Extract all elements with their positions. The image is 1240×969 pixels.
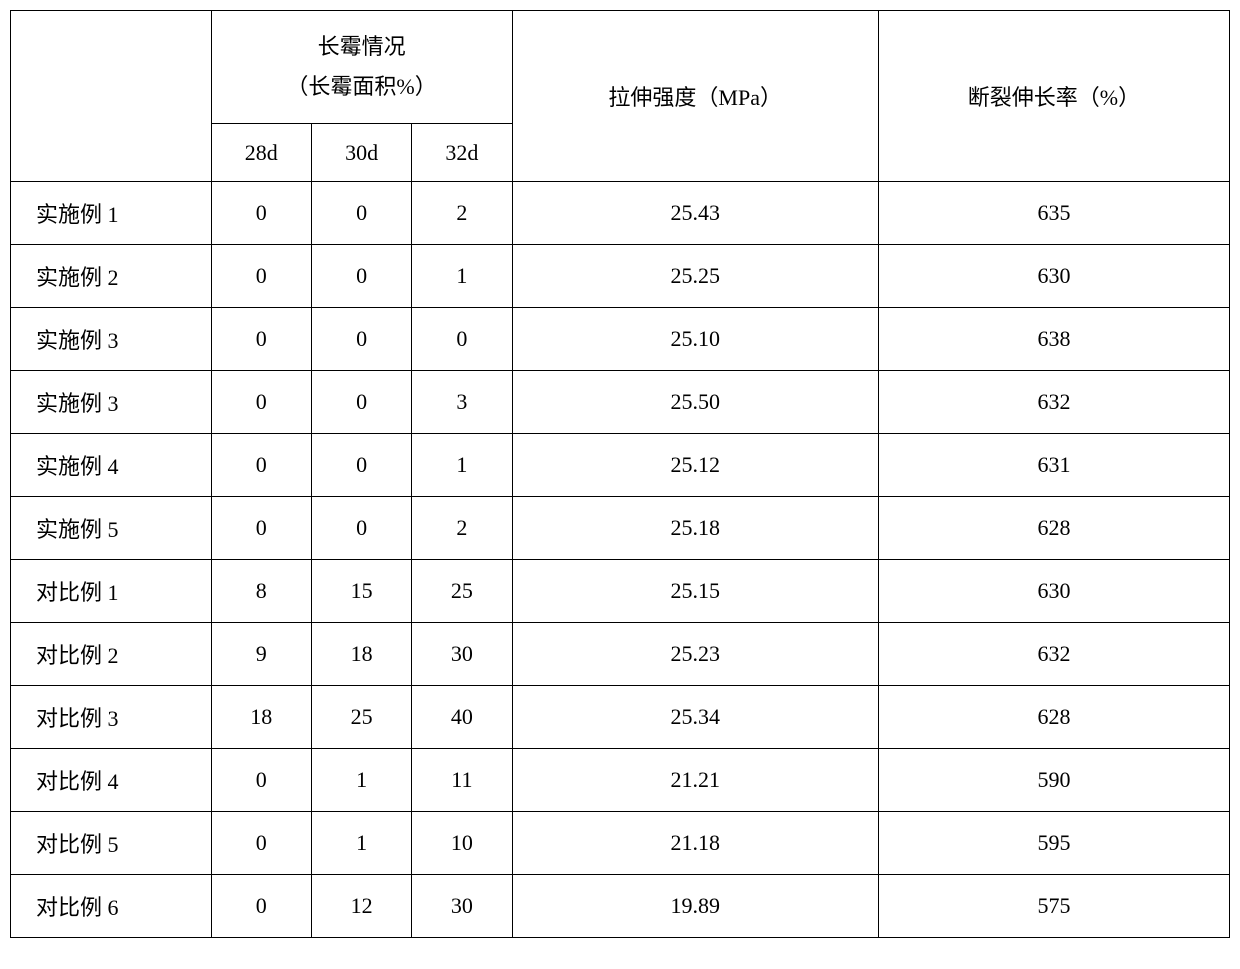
header-elongation: 断裂伸长率（%） [878,11,1229,182]
cell-tensile: 21.21 [512,749,878,812]
cell-elongation: 630 [878,245,1229,308]
table-row: 实施例 1 0 0 2 25.43 635 [11,182,1230,245]
cell-30d: 0 [311,371,411,434]
cell-tensile: 25.34 [512,686,878,749]
cell-28d: 0 [211,245,311,308]
cell-tensile: 25.43 [512,182,878,245]
cell-30d: 0 [311,245,411,308]
cell-label: 对比例 3 [11,686,212,749]
cell-32d: 2 [412,497,512,560]
cell-30d: 1 [311,812,411,875]
cell-elongation: 635 [878,182,1229,245]
header-blank [11,11,212,182]
cell-elongation: 630 [878,560,1229,623]
table-row: 实施例 4 0 0 1 25.12 631 [11,434,1230,497]
cell-tensile: 25.23 [512,623,878,686]
cell-label: 实施例 3 [11,371,212,434]
cell-tensile: 25.10 [512,308,878,371]
cell-32d: 30 [412,875,512,938]
cell-28d: 0 [211,749,311,812]
cell-tensile: 25.15 [512,560,878,623]
cell-32d: 1 [412,245,512,308]
cell-30d: 0 [311,182,411,245]
table-body: 实施例 1 0 0 2 25.43 635 实施例 2 0 0 1 25.25 … [11,182,1230,938]
cell-32d: 25 [412,560,512,623]
cell-32d: 30 [412,623,512,686]
cell-30d: 0 [311,308,411,371]
cell-28d: 0 [211,812,311,875]
cell-28d: 8 [211,560,311,623]
cell-30d: 15 [311,560,411,623]
cell-28d: 18 [211,686,311,749]
cell-28d: 9 [211,623,311,686]
cell-30d: 1 [311,749,411,812]
table-row: 对比例 2 9 18 30 25.23 632 [11,623,1230,686]
cell-32d: 1 [412,434,512,497]
cell-label: 实施例 3 [11,308,212,371]
header-mold-condition: 长霉情况 （长霉面积%） [211,11,512,124]
cell-30d: 25 [311,686,411,749]
cell-label: 对比例 2 [11,623,212,686]
cell-28d: 0 [211,497,311,560]
cell-tensile: 25.18 [512,497,878,560]
table-row: 实施例 5 0 0 2 25.18 628 [11,497,1230,560]
cell-elongation: 631 [878,434,1229,497]
table-row: 实施例 2 0 0 1 25.25 630 [11,245,1230,308]
cell-elongation: 638 [878,308,1229,371]
cell-30d: 18 [311,623,411,686]
cell-32d: 2 [412,182,512,245]
cell-label: 实施例 4 [11,434,212,497]
table-row: 对比例 3 18 25 40 25.34 628 [11,686,1230,749]
cell-30d: 12 [311,875,411,938]
header-28d: 28d [211,124,311,182]
cell-label: 对比例 6 [11,875,212,938]
cell-28d: 0 [211,434,311,497]
cell-elongation: 628 [878,497,1229,560]
cell-32d: 0 [412,308,512,371]
table-row: 实施例 3 0 0 3 25.50 632 [11,371,1230,434]
cell-tensile: 25.25 [512,245,878,308]
cell-32d: 11 [412,749,512,812]
cell-28d: 0 [211,875,311,938]
cell-elongation: 632 [878,623,1229,686]
cell-label: 实施例 5 [11,497,212,560]
table-row: 对比例 1 8 15 25 25.15 630 [11,560,1230,623]
header-30d: 30d [311,124,411,182]
cell-28d: 0 [211,182,311,245]
cell-tensile: 25.50 [512,371,878,434]
cell-label: 对比例 5 [11,812,212,875]
data-table: 长霉情况 （长霉面积%） 拉伸强度（MPa） 断裂伸长率（%） 28d 30d … [10,10,1230,938]
header-mold-subtitle: （长霉面积%） [213,67,511,107]
cell-32d: 40 [412,686,512,749]
cell-label: 对比例 1 [11,560,212,623]
cell-label: 实施例 1 [11,182,212,245]
cell-32d: 3 [412,371,512,434]
table-row: 对比例 5 0 1 10 21.18 595 [11,812,1230,875]
table-row: 实施例 3 0 0 0 25.10 638 [11,308,1230,371]
header-mold-title: 长霉情况 [213,27,511,67]
cell-elongation: 632 [878,371,1229,434]
cell-30d: 0 [311,434,411,497]
cell-32d: 10 [412,812,512,875]
cell-28d: 0 [211,371,311,434]
cell-label: 实施例 2 [11,245,212,308]
cell-tensile: 21.18 [512,812,878,875]
header-32d: 32d [412,124,512,182]
header-tensile-strength: 拉伸强度（MPa） [512,11,878,182]
cell-label: 对比例 4 [11,749,212,812]
cell-tensile: 19.89 [512,875,878,938]
cell-30d: 0 [311,497,411,560]
cell-28d: 0 [211,308,311,371]
cell-elongation: 595 [878,812,1229,875]
table-row: 对比例 4 0 1 11 21.21 590 [11,749,1230,812]
cell-elongation: 575 [878,875,1229,938]
cell-elongation: 590 [878,749,1229,812]
table-row: 对比例 6 0 12 30 19.89 575 [11,875,1230,938]
cell-tensile: 25.12 [512,434,878,497]
cell-elongation: 628 [878,686,1229,749]
